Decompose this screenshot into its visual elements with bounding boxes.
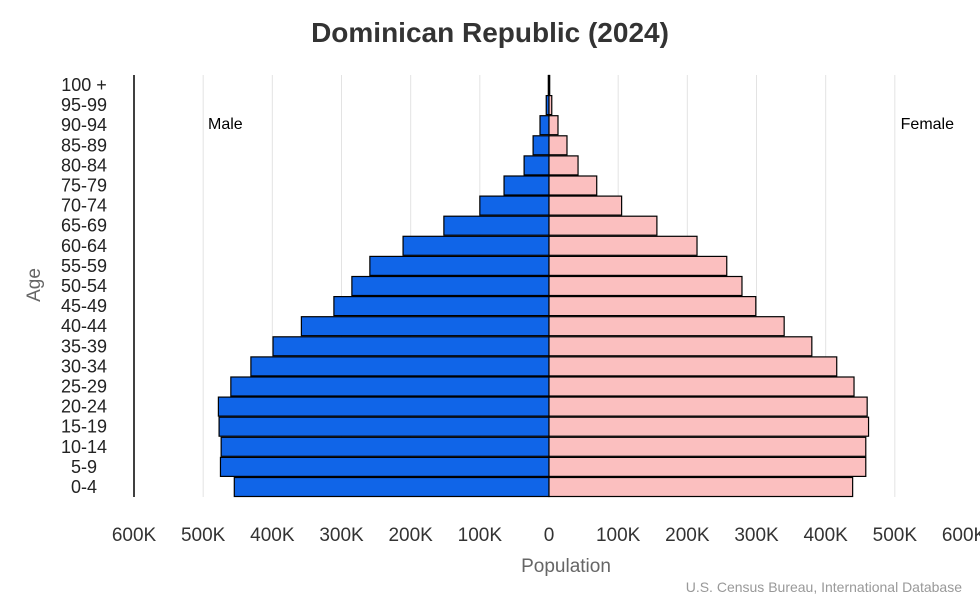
x-tick-label: 400K xyxy=(250,525,295,546)
y-tick-label: 25-29 xyxy=(61,377,107,397)
bar-male xyxy=(272,336,550,357)
y-tick-label: 55-59 xyxy=(61,256,107,276)
bar-male xyxy=(503,175,550,196)
y-tick-label: 95-99 xyxy=(61,95,107,115)
x-tick-label: 100K xyxy=(458,525,503,546)
x-tick-label: 200K xyxy=(388,525,433,546)
bar-male xyxy=(479,195,550,216)
bar-male xyxy=(402,235,550,256)
bar-male xyxy=(220,436,550,457)
bar-female xyxy=(548,215,658,236)
bar-female xyxy=(548,135,568,156)
y-tick-label: 50-54 xyxy=(61,276,107,296)
x-axis-label: Population xyxy=(521,556,611,577)
x-tick-label: 400K xyxy=(803,525,848,546)
bar-female xyxy=(548,296,757,317)
bar-female xyxy=(548,195,623,216)
bar-female xyxy=(548,155,579,176)
x-tick-label: 500K xyxy=(181,525,226,546)
y-tick-label: 10-14 xyxy=(61,437,107,457)
y-tick-label: 80-84 xyxy=(61,155,107,175)
x-tick-label: 100K xyxy=(596,525,641,546)
bar-female xyxy=(548,436,867,457)
bar-female xyxy=(548,275,743,297)
y-tick-label: 35-39 xyxy=(61,336,107,356)
bar-male xyxy=(532,135,550,156)
bar-female xyxy=(548,456,867,477)
bar-female xyxy=(548,235,698,256)
y-tick-label: 100 + xyxy=(61,75,107,95)
bar-female xyxy=(548,74,551,96)
x-tick-label: 0 xyxy=(544,525,555,546)
y-tick-label: 75-79 xyxy=(61,176,107,196)
bar-female xyxy=(548,476,854,498)
y-tick-label: 0-4 xyxy=(71,477,97,497)
bar-male xyxy=(217,396,550,417)
chart-title: Dominican Republic (2024) xyxy=(311,17,669,48)
legend-male: Male xyxy=(208,116,243,133)
x-tick-label: 200K xyxy=(665,525,710,546)
y-tick-label: 30-34 xyxy=(61,356,107,376)
source-note: U.S. Census Bureau, International Databa… xyxy=(686,579,962,595)
bar-male xyxy=(369,255,550,276)
y-axis-label: Age xyxy=(24,268,45,302)
bar-male xyxy=(250,356,550,377)
bar-female xyxy=(548,336,813,357)
bar-male xyxy=(523,155,550,176)
bar-female xyxy=(548,356,838,377)
bar-male xyxy=(351,275,550,297)
bar-female xyxy=(548,175,598,196)
bar-female xyxy=(548,255,728,276)
bar-female xyxy=(548,396,868,417)
y-tick-label: 5-9 xyxy=(71,457,97,477)
x-tick-label: 500K xyxy=(873,525,918,546)
bar-female xyxy=(548,316,785,337)
legend-female: Female xyxy=(901,116,954,133)
bar-male xyxy=(333,296,550,317)
bar-male xyxy=(539,115,550,136)
bar-female xyxy=(548,94,553,116)
y-tick-label: 65-69 xyxy=(61,216,107,236)
y-tick-label: 70-74 xyxy=(61,196,107,216)
y-tick-label: 85-89 xyxy=(61,135,107,155)
bar-female xyxy=(548,376,855,397)
bar-female xyxy=(548,416,870,437)
bar-male xyxy=(300,316,550,337)
y-tick-label: 20-24 xyxy=(61,397,107,417)
y-tick-label: 45-49 xyxy=(61,296,107,316)
x-tick-label: 300K xyxy=(319,525,364,546)
bar-male xyxy=(443,215,550,236)
x-tick-label: 600K xyxy=(112,525,157,546)
y-tick-label: 90-94 xyxy=(61,115,107,135)
x-tick-label: 300K xyxy=(734,525,779,546)
y-tick-label: 15-19 xyxy=(61,417,107,437)
bar-male xyxy=(219,456,550,477)
bar-male xyxy=(230,376,550,397)
x-tick-label: 600K xyxy=(942,525,980,546)
bar-male xyxy=(233,476,550,498)
bar-female xyxy=(548,115,559,136)
y-tick-label: 60-64 xyxy=(61,236,107,256)
y-tick-label: 40-44 xyxy=(61,316,107,336)
bar-male xyxy=(218,416,550,437)
